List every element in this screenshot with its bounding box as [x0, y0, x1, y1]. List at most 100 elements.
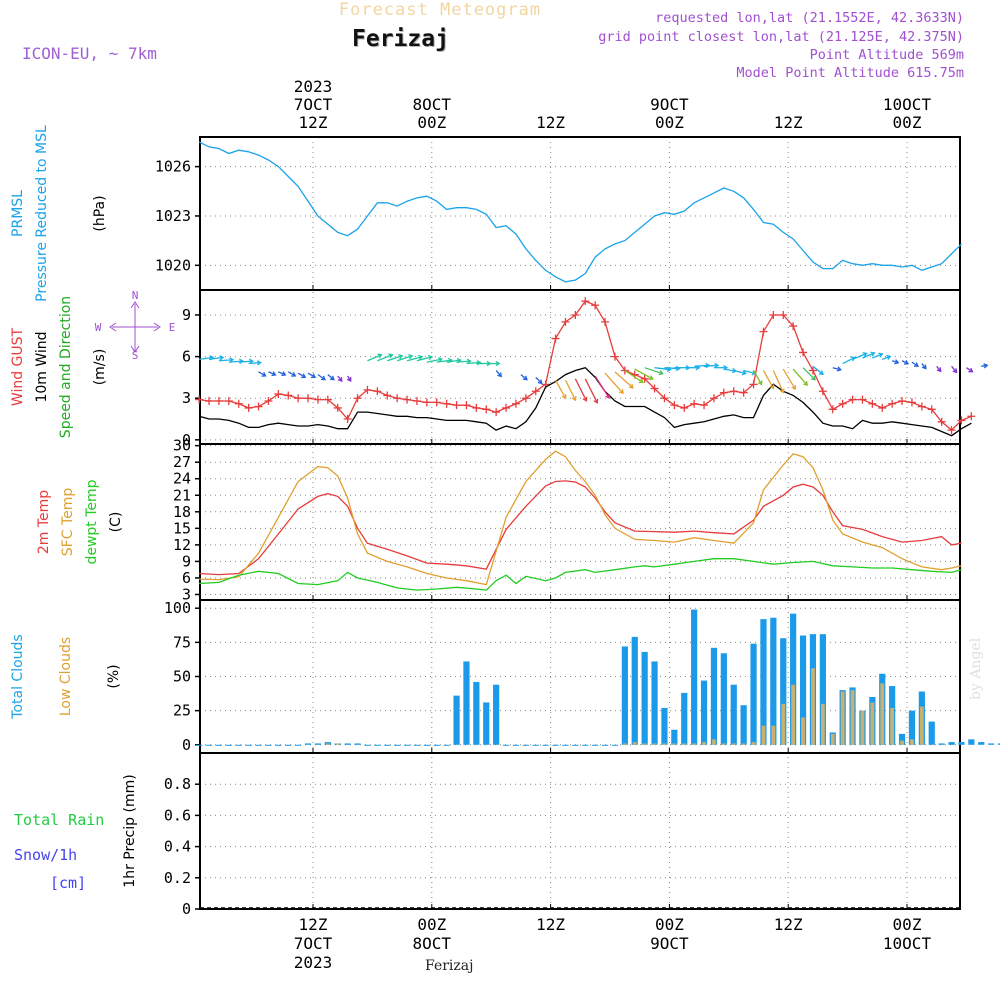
wind-arrow: [812, 365, 824, 375]
gust-marker: [818, 387, 827, 396]
gust-marker: [888, 399, 897, 408]
total-cloud-bar: [770, 617, 777, 745]
wind-arrow: [367, 354, 382, 362]
wind-arrow-head: [495, 360, 501, 367]
footer-location: Ferizaj: [425, 958, 474, 974]
gust-marker: [403, 395, 412, 404]
low-cloud-bar: [811, 668, 815, 745]
low-cloud-bar: [910, 739, 914, 745]
compass-arrows: [109, 301, 161, 353]
gust-marker: [323, 395, 332, 404]
wind-arrow-head: [870, 351, 876, 357]
wind-arrow: [406, 356, 423, 362]
top-tick-label: 8OCT: [413, 95, 452, 114]
total-cloud-bar: [205, 744, 213, 746]
total-cloud-bar: [215, 744, 223, 746]
gust-marker: [333, 403, 342, 412]
top-tick-label: 00Z: [417, 113, 446, 132]
total-cloud-bar: [720, 653, 727, 745]
low-cloud-bar: [791, 684, 796, 745]
wind-arrow: [762, 370, 775, 389]
wind-arrow-head: [811, 375, 816, 381]
total-cloud-bar: [691, 609, 698, 745]
low-cloud-bar: [682, 743, 687, 745]
wind-arrow-head: [256, 360, 262, 366]
wind-arrow: [743, 369, 756, 375]
y-tick-label: 0.2: [164, 869, 191, 887]
total-cloud-bar: [265, 744, 272, 746]
gust-marker: [561, 317, 570, 326]
total-cloud-bar: [443, 744, 450, 746]
bottom-tick-label: 12Z: [774, 915, 803, 934]
gust-marker: [214, 396, 223, 405]
wind-arrow-head: [398, 354, 404, 360]
top-tick-label: 12Z: [774, 113, 803, 132]
low-cloud-bar: [731, 743, 736, 745]
low-cloud-bar: [761, 725, 766, 745]
panel-label: 2m Temp: [36, 490, 52, 554]
low-cloud-bar: [781, 703, 786, 745]
wind-arrow: [520, 374, 528, 381]
panel-precip: 0 0.2 0.4 0.6 0.8 Total Rain Snow/1h [cm] 1hr Pr…: [14, 752, 961, 918]
wind-direction-arrows: [199, 351, 989, 404]
wind-arrow: [802, 367, 816, 381]
panel-label: (%): [106, 664, 122, 688]
wind-arrow-head: [301, 373, 307, 379]
total-cloud-bar: [354, 743, 361, 745]
gust-marker: [937, 417, 946, 426]
wind-arrow-head: [320, 375, 326, 381]
total-cloud-bar: [463, 661, 470, 745]
total-cloud-bar: [522, 744, 529, 746]
wind-arrow: [872, 353, 883, 359]
panel-label: Total Rain: [14, 811, 104, 829]
total-cloud-bar: [403, 744, 411, 746]
wind-arrow-head: [968, 367, 974, 373]
gust-marker: [749, 380, 758, 389]
gust-marker: [432, 398, 441, 407]
y-tick-label: 9: [182, 306, 191, 324]
wind-arrow-head: [418, 354, 424, 361]
wind-arrow: [951, 365, 958, 373]
wind-arrow: [268, 371, 276, 376]
total-cloud-bar: [374, 744, 381, 746]
location-name: Ferizaj: [352, 26, 449, 52]
panel-label: Low Clouds: [58, 637, 74, 716]
bottom-tick-label: 8OCT: [413, 934, 452, 953]
series-line: [199, 558, 962, 591]
y-tick-label: 6: [182, 348, 191, 366]
series-line: [199, 480, 962, 576]
gust-marker: [284, 391, 293, 400]
low-cloud-bar: [335, 743, 340, 745]
wind-arrow: [752, 370, 763, 385]
total-cloud-bar: [304, 743, 312, 745]
panel-clouds: 0 25 50 75 100 Total Clouds Low Clouds (%): [10, 599, 1000, 754]
y-tick-label: 6: [182, 569, 191, 587]
gust-marker: [462, 401, 471, 410]
gust-marker: [878, 403, 887, 412]
wind-arrow: [396, 355, 413, 362]
wind-arrow-head: [791, 385, 796, 391]
low-cloud-bar: [880, 683, 885, 745]
wind-arrow: [238, 360, 253, 363]
wind-arrow-head: [408, 354, 414, 360]
y-tick-label: 0.4: [164, 838, 191, 856]
wind-arrow-head: [311, 373, 317, 379]
panel-label: 10m Wind: [34, 331, 50, 402]
gust-marker: [640, 374, 649, 383]
total-cloud-bar: [760, 619, 767, 745]
gust-marker: [254, 402, 263, 411]
panel-label: Wind GUST: [10, 327, 26, 406]
wind-arrow: [208, 356, 224, 361]
gust-marker: [294, 394, 303, 403]
gust-marker: [224, 396, 233, 405]
total-cloud-bar: [572, 744, 579, 746]
wind-arrow: [456, 360, 471, 363]
panel-label: SFC Temp: [60, 488, 76, 557]
y-tick-label: 0: [182, 900, 191, 918]
gust-marker: [234, 399, 243, 408]
low-cloud-bar: [712, 739, 716, 745]
wind-arrow: [594, 375, 610, 399]
gust-marker: [422, 398, 431, 407]
